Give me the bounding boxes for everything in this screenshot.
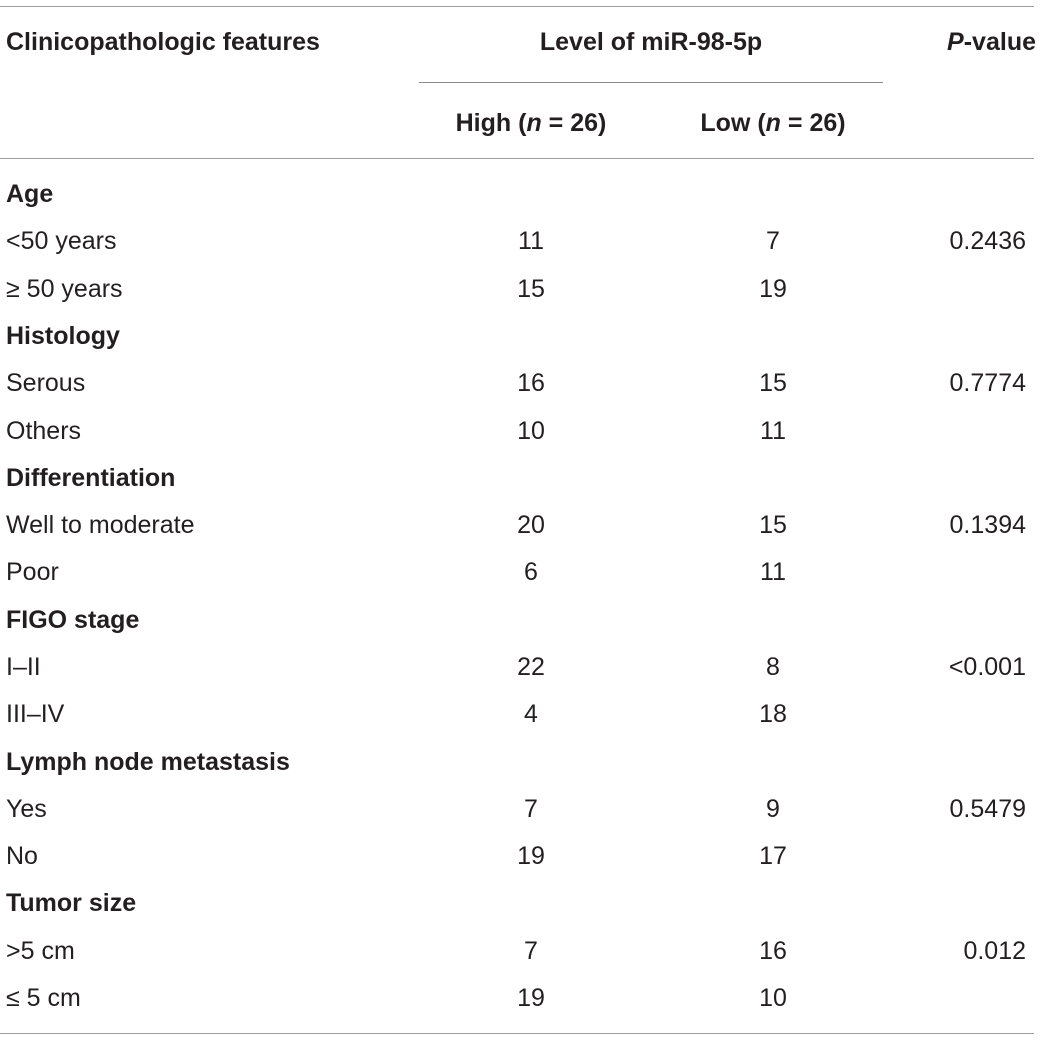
header-low-post: = 26) xyxy=(780,109,846,137)
row-label: <50 years xyxy=(6,227,117,255)
header-p-italic: P xyxy=(947,28,964,56)
header-high: High (n = 26) xyxy=(431,108,631,138)
table-bottom-rule xyxy=(0,1033,1034,1034)
row-p-value: 0.5479 xyxy=(949,795,1026,823)
row-low-value: 8 xyxy=(766,653,780,681)
row-low-value: 10 xyxy=(759,984,787,1012)
row-label: No xyxy=(6,842,38,870)
header-p-rest: -value xyxy=(963,28,1036,56)
row-low-value: 15 xyxy=(759,511,787,539)
row-p-value: 0.012 xyxy=(963,937,1026,965)
row-high-value: 19 xyxy=(517,984,545,1012)
row-label: Well to moderate xyxy=(6,511,195,539)
row-p-value: 0.7774 xyxy=(949,369,1026,397)
row-high-value: 22 xyxy=(517,653,545,681)
row-high-value: 19 xyxy=(517,842,545,870)
row-high-value: 6 xyxy=(524,558,538,586)
row-low-value: 9 xyxy=(766,795,780,823)
row-high-value: 11 xyxy=(518,227,544,255)
row-high-value: 10 xyxy=(517,417,545,445)
header-high-n: n xyxy=(526,109,542,137)
row-label: ≥ 50 years xyxy=(6,275,123,303)
row-label: Others xyxy=(6,417,82,445)
row-label: Poor xyxy=(6,558,59,586)
row-high-value: 16 xyxy=(517,369,545,397)
row-label: I–II xyxy=(6,653,41,681)
section-title: FIGO stage xyxy=(6,606,140,634)
table-top-rule xyxy=(0,6,1034,7)
row-high-value: 20 xyxy=(517,511,545,539)
section-title: Histology xyxy=(6,322,120,350)
row-label: III–IV xyxy=(6,700,65,728)
row-p-value: 0.2436 xyxy=(949,227,1026,255)
row-low-value: 19 xyxy=(759,275,787,303)
row-high-value: 15 xyxy=(517,275,545,303)
row-low-value: 16 xyxy=(759,937,787,965)
row-low-value: 18 xyxy=(759,700,787,728)
row-low-value: 17 xyxy=(759,842,787,870)
header-features: Clinicopathologic features xyxy=(6,28,320,56)
row-label: Serous xyxy=(6,369,86,397)
level-span-rule xyxy=(419,82,883,83)
row-label: ≤ 5 cm xyxy=(6,984,81,1012)
row-p-value: <0.001 xyxy=(948,653,1026,681)
section-title: Differentiation xyxy=(6,464,176,492)
header-low-pre: Low ( xyxy=(700,109,766,137)
section-title: Age xyxy=(6,180,54,208)
row-high-value: 7 xyxy=(524,795,538,823)
row-label: >5 cm xyxy=(6,937,75,965)
row-low-value: 11 xyxy=(760,558,786,586)
header-high-post: = 26) xyxy=(541,109,607,137)
row-p-value: 0.1394 xyxy=(949,511,1026,539)
header-low: Low (n = 26) xyxy=(673,108,873,138)
header-bottom-rule xyxy=(0,158,1034,159)
header-low-n: n xyxy=(765,109,781,137)
row-label: Yes xyxy=(6,795,47,823)
row-high-value: 4 xyxy=(524,700,538,728)
row-low-value: 15 xyxy=(759,369,787,397)
row-low-value: 11 xyxy=(760,417,786,445)
section-title: Lymph node metastasis xyxy=(6,748,290,776)
header-high-pre: High ( xyxy=(455,109,527,137)
row-low-value: 7 xyxy=(766,227,780,255)
header-level: Level of miR-98-5p xyxy=(539,28,763,56)
header-p-value: P-value xyxy=(860,27,1036,57)
section-title: Tumor size xyxy=(6,889,137,917)
row-high-value: 7 xyxy=(524,937,538,965)
